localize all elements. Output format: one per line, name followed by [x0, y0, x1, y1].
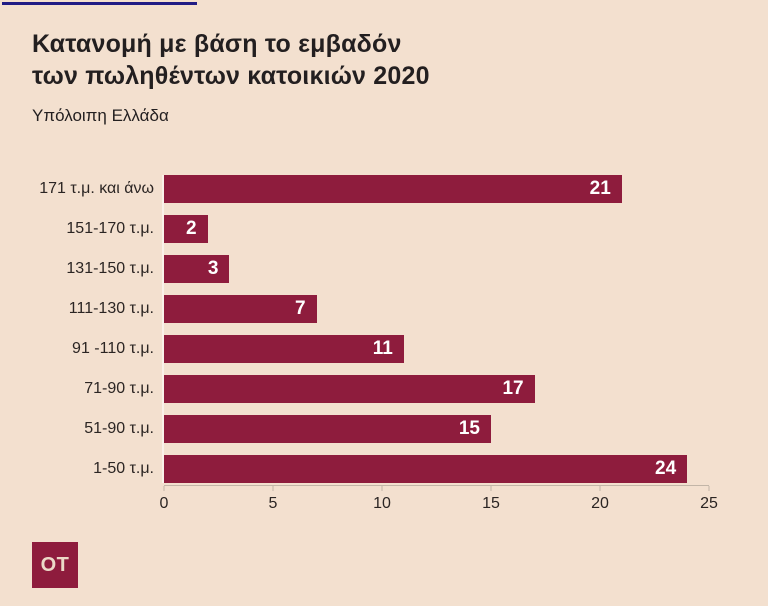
bar: 21	[164, 175, 622, 203]
bar-row: 91 -110 τ.μ. 11	[0, 335, 768, 363]
x-axis-tick	[490, 486, 492, 491]
bar-rows: 171 τ.μ. και άνω 21 151-170 τ.μ. 2 131-150 τ…	[0, 175, 768, 483]
category-label: 111-130 τ.μ.	[68, 300, 154, 317]
category-label: 91 -110 τ.μ.	[72, 340, 154, 357]
value-label: 7	[295, 298, 306, 319]
chart-title: Κατανομή με βάση το εμβαδόν των πωληθέντ…	[32, 30, 430, 90]
bar-track: 7	[164, 295, 709, 323]
bar-track: 21	[164, 175, 709, 203]
value-label: 24	[655, 458, 677, 479]
bar-chart: 171 τ.μ. και άνω 21 151-170 τ.μ. 2 131-150 τ…	[0, 175, 768, 515]
bar-row: 171 τ.μ. και άνω 21	[0, 175, 768, 203]
value-label: 17	[502, 378, 524, 399]
bar-row: 151-170 τ.μ. 2	[0, 215, 768, 243]
category-label: 51-90 τ.μ.	[84, 420, 154, 437]
category-label: 71-90 τ.μ.	[84, 380, 154, 397]
bar: 11	[164, 335, 404, 363]
x-axis-tick-label: 0	[159, 495, 169, 512]
value-label: 2	[186, 218, 197, 239]
bar-row: 71-90 τ.μ. 17	[0, 375, 768, 403]
x-axis-tick-label: 20	[591, 495, 609, 512]
x-axis-tick	[708, 486, 710, 491]
bar-track: 3	[164, 255, 709, 283]
bar-track: 2	[164, 215, 709, 243]
bar: 2	[164, 215, 208, 243]
bar-track: 17	[164, 375, 709, 403]
top-accent-line	[2, 2, 197, 5]
category-label: 1-50 τ.μ.	[93, 460, 154, 477]
bar-track: 15	[164, 415, 709, 443]
bar-row: 131-150 τ.μ. 3	[0, 255, 768, 283]
value-label: 21	[589, 178, 611, 199]
x-axis-tick-label: 25	[700, 495, 718, 512]
bar-row: 51-90 τ.μ. 15	[0, 415, 768, 443]
bar-track: 24	[164, 455, 709, 483]
x-axis-tick	[272, 486, 274, 491]
bar: 17	[164, 375, 535, 403]
bar: 24	[164, 455, 688, 483]
x-axis-tick	[599, 486, 601, 491]
chart-subtitle: Υπόλοιπη Ελλάδα	[32, 106, 169, 125]
value-label: 3	[207, 258, 219, 279]
x-axis-tick-label: 10	[373, 495, 391, 512]
x-axis-tick-label: 15	[482, 495, 500, 512]
bar-track: 11	[164, 335, 709, 363]
bar: 15	[164, 415, 491, 443]
bar-row: 111-130 τ.μ. 7	[0, 295, 768, 323]
category-label: 131-150 τ.μ.	[66, 260, 154, 277]
bar: 7	[164, 295, 317, 323]
value-label: 15	[458, 418, 480, 439]
category-label: 151-170 τ.μ.	[66, 220, 154, 237]
value-label: 11	[372, 338, 393, 359]
x-axis-tick	[163, 486, 165, 491]
x-axis: 0 5 10 15 20 25	[160, 485, 718, 515]
x-axis-tick	[381, 486, 383, 491]
ot-logo: OT	[32, 542, 78, 588]
bar-row: 1-50 τ.μ. 24	[0, 455, 768, 483]
category-label: 171 τ.μ. και άνω	[39, 180, 154, 197]
bar: 3	[164, 255, 230, 283]
ot-logo-text: OT	[40, 553, 70, 576]
x-axis-tick-label: 5	[268, 495, 278, 512]
